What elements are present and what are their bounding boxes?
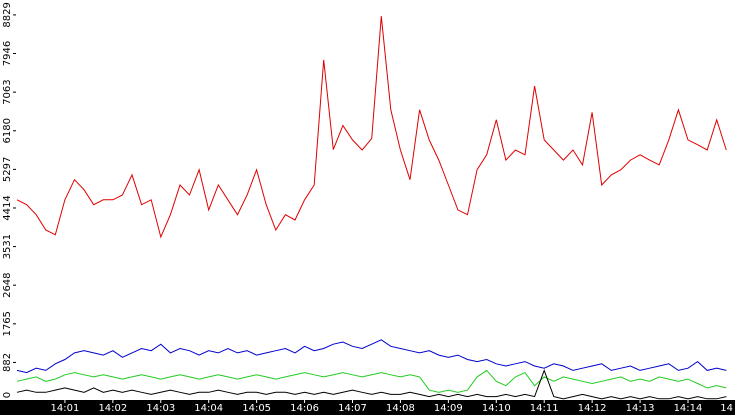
series-line (16, 369, 727, 393)
y-tick-label: 4414 (2, 195, 13, 220)
x-tick-label: 14 (720, 403, 733, 414)
x-tick-label: 14:13 (626, 403, 655, 414)
x-tick-label: 14:02 (98, 403, 127, 414)
y-tick-label: 5297 (2, 157, 13, 182)
x-tick-label: 14:09 (434, 403, 463, 414)
x-tick-label: 14:07 (338, 403, 367, 414)
series-line (16, 339, 727, 374)
y-tick-label: 8829 (2, 2, 13, 27)
y-tick-label: 7946 (2, 41, 13, 66)
y-tick-label: 7063 (2, 79, 13, 104)
x-tick-label: 14:04 (194, 403, 223, 414)
series-line (16, 16, 727, 239)
x-tick-label: 14:01 (51, 403, 80, 414)
y-tick-label: 2648 (2, 272, 13, 297)
y-tick-label: 882 (2, 353, 13, 372)
x-tick-label: 14:03 (146, 403, 175, 414)
x-tick-label: 14:08 (386, 403, 415, 414)
x-tick-label: 14:12 (578, 403, 607, 414)
x-tick-label: 14:14 (674, 403, 703, 414)
y-tick-label: 3531 (2, 234, 13, 259)
x-tick-label: 14:10 (482, 403, 511, 414)
y-tick-label: 0 (2, 392, 13, 398)
x-tick-label: 14:05 (242, 403, 271, 414)
y-tick-label: 1765 (2, 311, 13, 336)
series-line (16, 368, 727, 400)
x-axis-bar (0, 400, 735, 415)
y-tick-label: 6180 (2, 118, 13, 143)
x-tick-label: 14:06 (290, 403, 319, 414)
x-tick-label: 14:11 (530, 403, 559, 414)
